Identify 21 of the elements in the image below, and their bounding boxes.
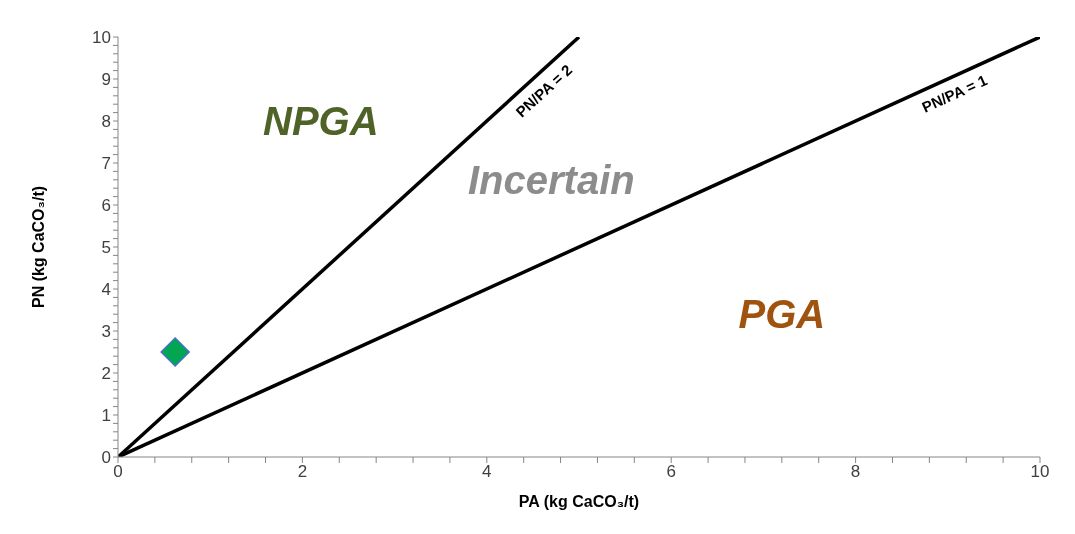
y-tick-label: 6 — [101, 196, 111, 216]
annotation: Incertain — [467, 157, 635, 202]
y-tick-label: 9 — [101, 70, 111, 90]
x-tick-label: 10 — [1030, 462, 1050, 482]
y-tick-label: 1 — [101, 406, 111, 426]
y-tick-label: 5 — [101, 238, 111, 258]
x-tick-label: 2 — [297, 462, 308, 482]
y-tick-label: 2 — [101, 364, 111, 384]
y-tick-label: 4 — [101, 280, 111, 300]
annotation: NPGA — [263, 99, 379, 143]
y-tick-label: 3 — [101, 322, 111, 342]
x-tick-label: 4 — [482, 462, 492, 482]
annotation: PGA — [738, 292, 826, 337]
y-axis-title: PN (kg CaCO₃/t) — [29, 185, 47, 309]
x-axis-title: PA (kg CaCO₃/t) — [518, 493, 640, 510]
y-tick-label: 0 — [101, 448, 111, 468]
y-tick-label: 10 — [92, 28, 111, 48]
x-tick-label: 6 — [666, 462, 676, 482]
y-tick-label: 8 — [101, 112, 111, 132]
y-tick-label: 7 — [101, 154, 111, 174]
x-tick-label: 8 — [850, 462, 861, 482]
